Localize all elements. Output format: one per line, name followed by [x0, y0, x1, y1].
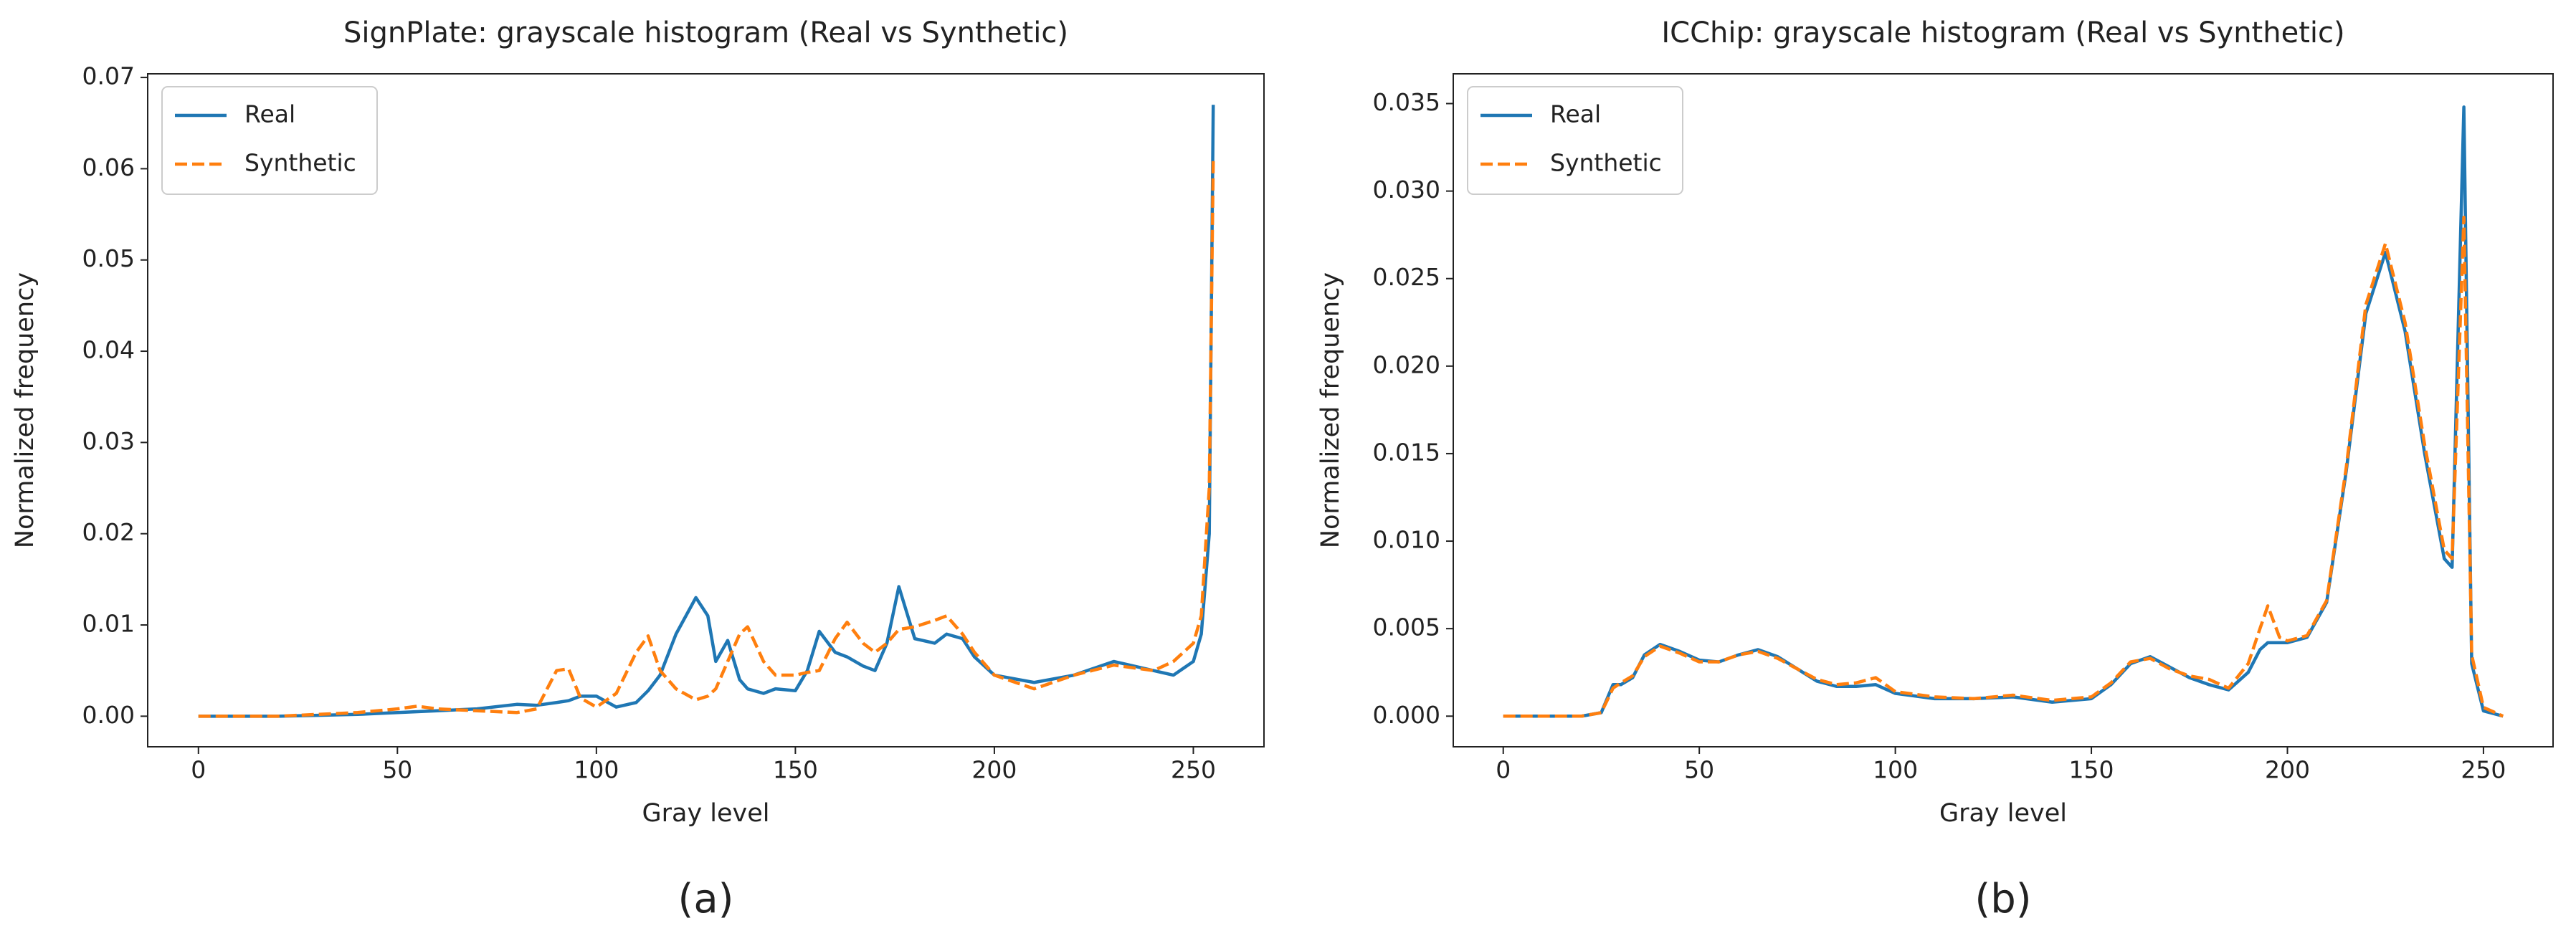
chart-title: SignPlate: grayscale histogram (Real vs … — [343, 16, 1068, 49]
y-tick-label: 0.030 — [1373, 176, 1440, 204]
series-line — [198, 105, 1215, 718]
caption: (a) — [678, 876, 733, 922]
y-axis-label: Normalized frequency — [11, 272, 39, 548]
legend: Real Synthetic — [1467, 86, 1683, 195]
legend: Real Synthetic — [161, 86, 378, 195]
y-tick-label: 0.020 — [1373, 350, 1440, 378]
y-axis-label: Normalized frequency — [1316, 272, 1345, 548]
x-tick-label: 200 — [971, 756, 1017, 784]
chart-title: ICChip: grayscale histogram (Real vs Syn… — [1661, 16, 2344, 49]
y-tick-label: 0.04 — [82, 336, 135, 364]
legend-label: Synthetic — [1550, 149, 1662, 177]
x-tick-label: 100 — [574, 756, 619, 784]
x-tick-label: 150 — [773, 756, 818, 784]
y-tick-label: 0.03 — [82, 427, 135, 455]
x-tick-label: 250 — [1171, 756, 1216, 784]
y-tick-label: 0.005 — [1373, 613, 1440, 641]
y-tick-label: 0.01 — [82, 610, 135, 638]
y-tick-label: 0.000 — [1373, 701, 1440, 729]
legend-box — [161, 86, 378, 195]
legend-box — [1467, 86, 1683, 195]
plot-frame — [1453, 73, 2554, 747]
y-tick-label: 0.05 — [82, 244, 135, 272]
x-tick-label: 150 — [2069, 756, 2114, 784]
x-axis-label: Gray level — [1939, 799, 2067, 828]
legend-label: Real — [1550, 100, 1601, 128]
caption: (b) — [1974, 876, 2031, 922]
y-tick-label: 0.015 — [1373, 438, 1440, 466]
y-tick-label: 0.035 — [1373, 88, 1440, 116]
x-tick-label: 0 — [1496, 756, 1511, 784]
series-line — [1503, 105, 2504, 718]
x-tick-label: 0 — [191, 756, 206, 784]
y-tick-label: 0.025 — [1373, 263, 1440, 291]
x-axis-label: Gray level — [642, 799, 769, 828]
y-tick-label: 0.07 — [82, 62, 135, 90]
legend-label: Synthetic — [244, 149, 356, 177]
y-tick-label: 0.06 — [82, 153, 135, 181]
x-tick-label: 50 — [382, 756, 412, 784]
y-tick-label: 0.00 — [82, 701, 135, 729]
chart: ICChip: grayscale histogram (Real vs Syn… — [1316, 16, 2554, 922]
chart: SignPlate: grayscale histogram (Real vs … — [11, 16, 1265, 922]
x-tick-label: 200 — [2265, 756, 2310, 784]
legend-label: Real — [244, 100, 295, 128]
x-tick-label: 250 — [2461, 756, 2506, 784]
plot-frame — [147, 73, 1265, 747]
series-line — [1503, 216, 2504, 718]
series-line — [198, 159, 1215, 718]
x-tick-label: 100 — [1873, 756, 1918, 784]
y-tick-label: 0.010 — [1373, 526, 1440, 554]
y-tick-label: 0.02 — [82, 518, 135, 546]
x-tick-label: 50 — [1684, 756, 1714, 784]
